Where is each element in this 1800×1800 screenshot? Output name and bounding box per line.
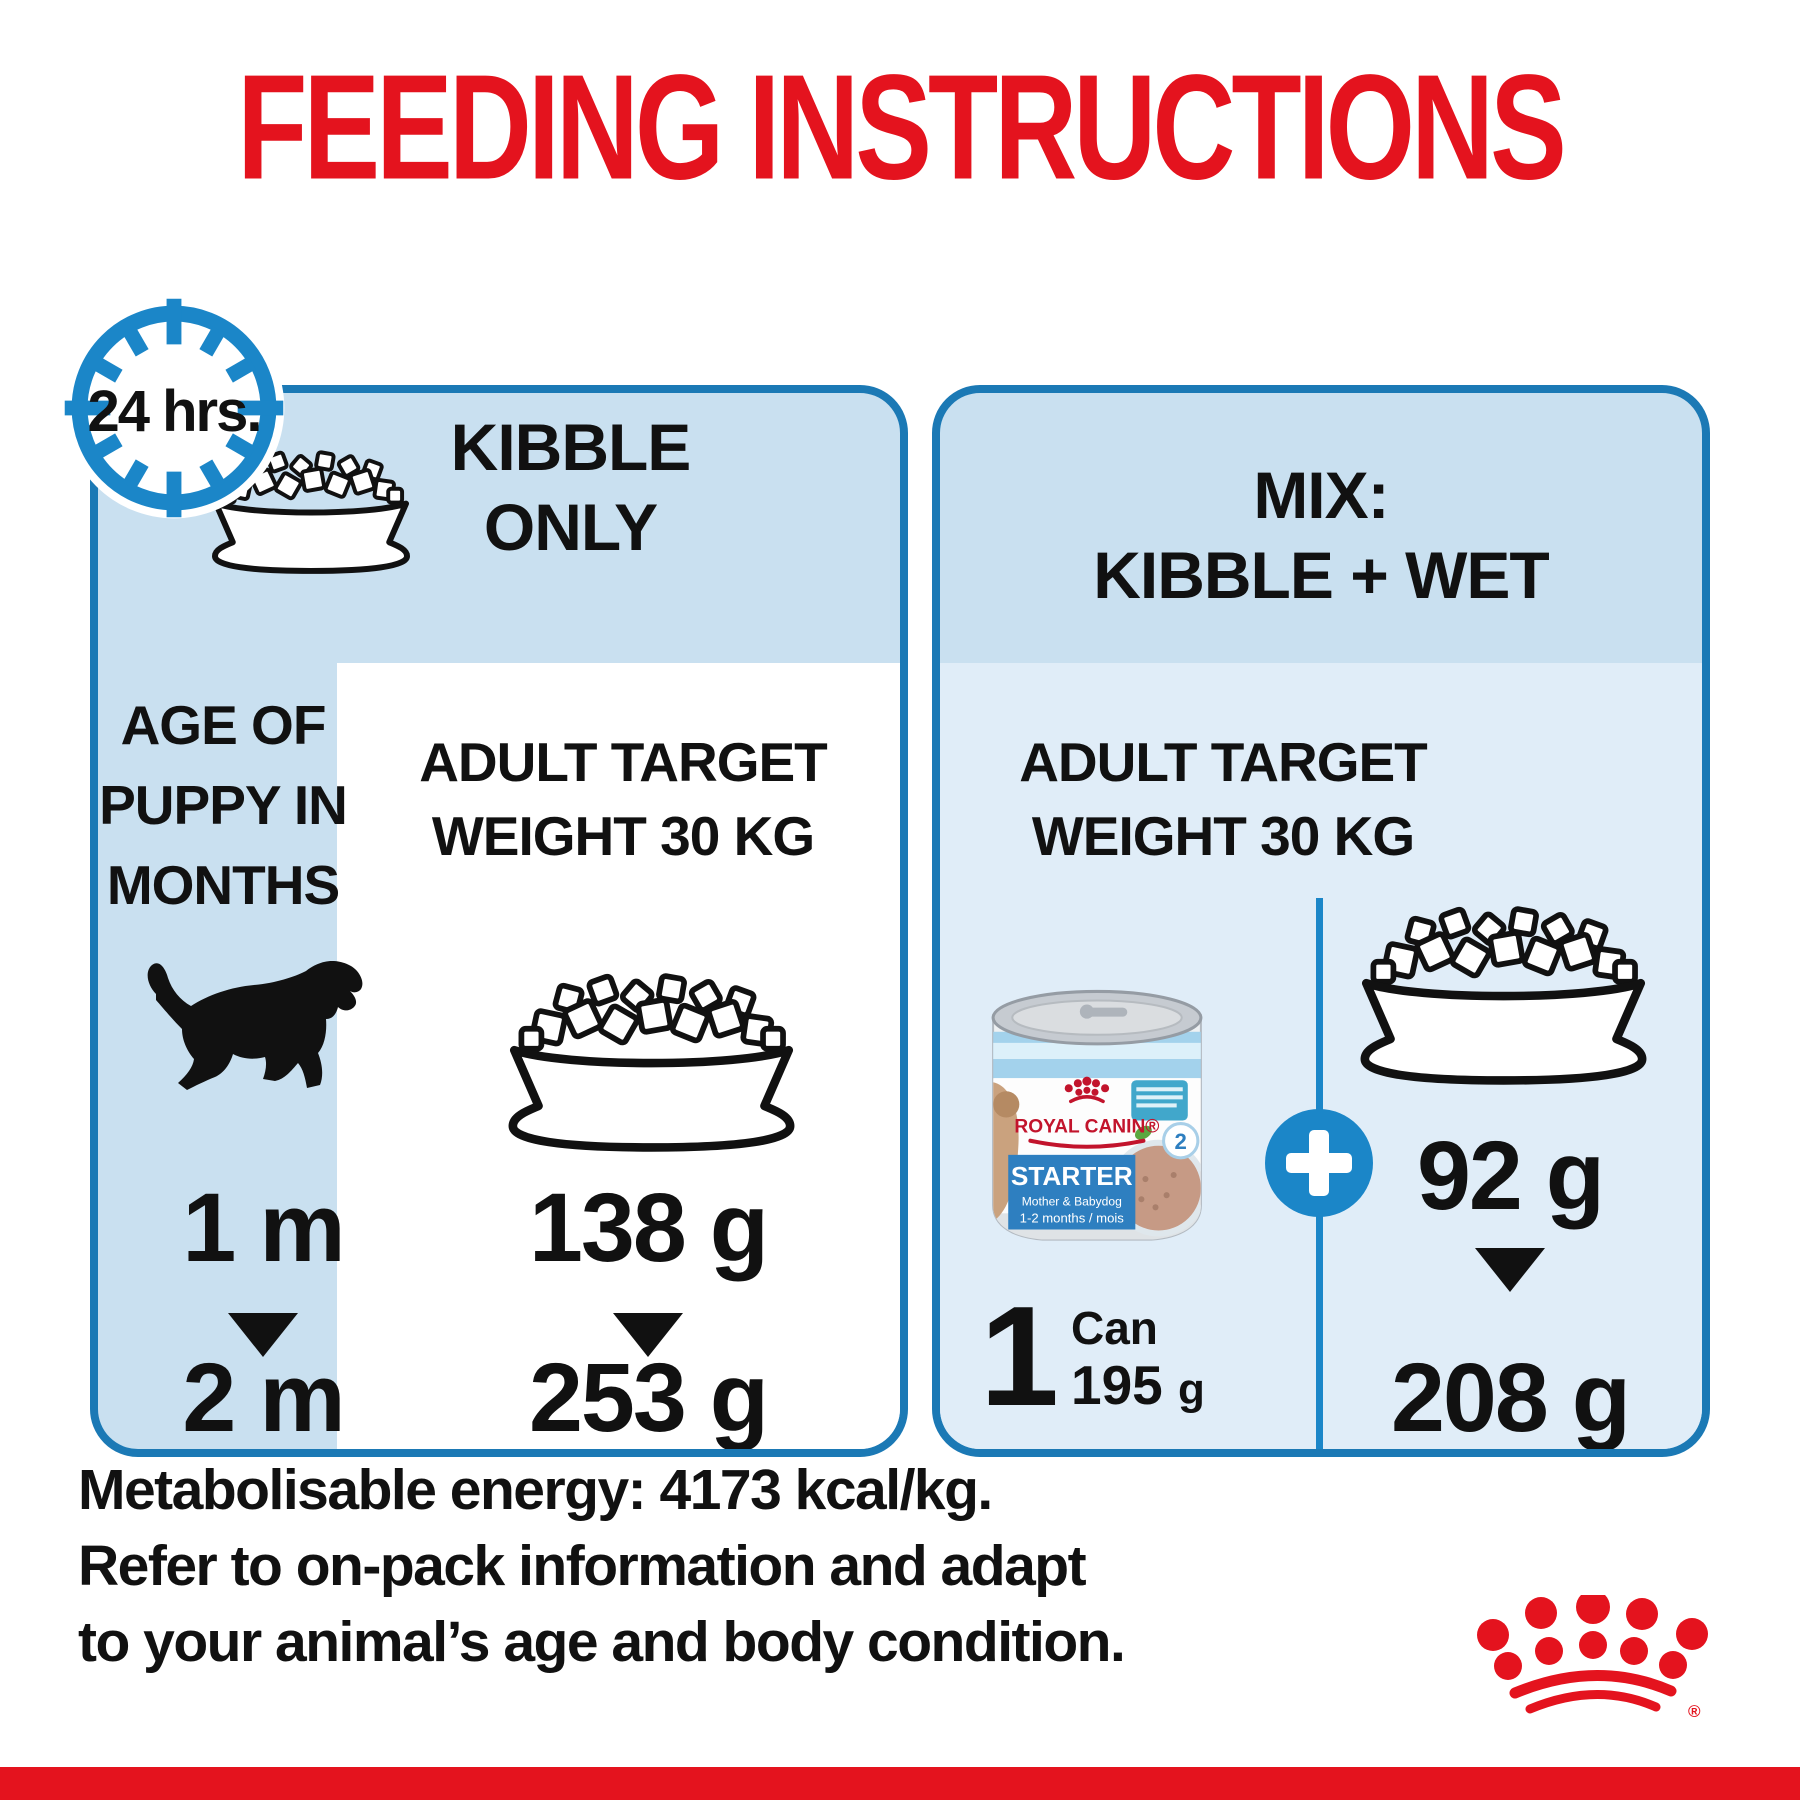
adult-target-weight-heading-left: ADULT TARGET WEIGHT 30 KG: [348, 725, 898, 873]
wet-can-image: ROYAL CANIN® STARTER Mother & Babydog 1-…: [991, 989, 1203, 1241]
age-heading-line3: MONTHS: [106, 854, 340, 916]
mix-heading-line2: KIBBLE + WET: [1093, 538, 1550, 612]
age-heading-line2: PUPPY IN: [99, 774, 348, 836]
footer-line3: to your animal’s age and body condition.: [78, 1610, 1126, 1674]
mix-kibble-to-value: 208 g: [1390, 1343, 1631, 1452]
can-weight-value: 195 g: [1071, 1354, 1205, 1421]
adult-heading-line2: WEIGHT 30 KG: [431, 805, 815, 867]
adult-heading-line1: ADULT TARGET: [419, 731, 828, 793]
page-title: FEEDING INSTRUCTIONS: [237, 44, 1567, 211]
age-from-value: 1 m: [182, 1173, 345, 1282]
can-badge-number: 2: [1175, 1129, 1187, 1154]
puppy-silhouette-icon: [147, 961, 363, 1090]
wet-amount-block: 1 Can 195 g: [980, 1286, 1205, 1428]
plus-icon-bar: [1309, 1130, 1329, 1196]
registered-mark: ®: [1688, 1702, 1701, 1721]
adult-heading-line1: ADULT TARGET: [1019, 731, 1428, 793]
kibble-only-heading: KIBBLE ONLY: [248, 407, 893, 567]
down-arrow-icon: [1475, 1248, 1545, 1292]
footer-line2: Refer to on-pack information and adapt: [78, 1534, 1087, 1598]
can-product-text: STARTER: [1011, 1161, 1133, 1191]
royal-canin-crown-logo: ®: [1477, 1595, 1708, 1721]
down-arrow-icon: [613, 1313, 683, 1357]
age-to-value: 2 m: [182, 1343, 345, 1452]
footer-line1: Metabolisable energy: 4173 kcal/kg.: [78, 1458, 993, 1522]
footer-text: Metabolisable energy: 4173 kcal/kg. Refe…: [78, 1452, 1126, 1680]
can-age-range-text: 1-2 months / mois: [1020, 1210, 1125, 1225]
kibble-only-heading-line2: ONLY: [483, 490, 658, 564]
mix-kibble-from-value: 92 g: [1416, 1121, 1605, 1230]
kibble-bowl-icon: [1360, 906, 1647, 1089]
kibble-only-heading-line1: KIBBLE: [450, 410, 692, 484]
can-unit-weight: Can 195 g: [1071, 1302, 1205, 1421]
mix-heading: MIX: KIBBLE + WET: [940, 455, 1702, 615]
age-column-heading: AGE OF PUPPY IN MONTHS: [98, 685, 348, 925]
age-heading-line1: AGE OF: [120, 694, 327, 756]
kibble-bowl-icon: [508, 973, 795, 1156]
down-arrow-icon: [228, 1313, 298, 1357]
clock-label: 24 hrs.: [87, 379, 263, 444]
can-count-value: 1: [980, 1277, 1059, 1436]
can-weight-unit: g: [1178, 1365, 1205, 1414]
kibble-amount-to-value: 253 g: [528, 1343, 769, 1452]
mix-kibble-wet-panel: MIX: KIBBLE + WET ADULT TARGET WEIGHT 30…: [932, 385, 1710, 1457]
plus-icon: [1265, 1109, 1373, 1217]
kibble-amount-from-value: 138 g: [528, 1173, 769, 1282]
can-unit-label: Can: [1070, 1302, 1158, 1354]
red-bottom-bar: [0, 1767, 1800, 1800]
mix-heading-line1: MIX:: [1253, 458, 1389, 532]
adult-target-weight-heading-right: ADULT TARGET WEIGHT 30 KG: [940, 725, 1506, 873]
clock-24-hrs-icon: [63, 297, 285, 519]
kibble-only-panel: KIBBLE ONLY AGE OF PUPPY IN MONTHS ADULT…: [90, 385, 908, 1457]
adult-heading-line2: WEIGHT 30 KG: [1031, 805, 1415, 867]
can-subtitle-text: Mother & Babydog: [1022, 1194, 1122, 1208]
can-weight-number: 195: [1070, 1354, 1163, 1416]
can-brand-text: ROYAL CANIN®: [1014, 1117, 1159, 1138]
